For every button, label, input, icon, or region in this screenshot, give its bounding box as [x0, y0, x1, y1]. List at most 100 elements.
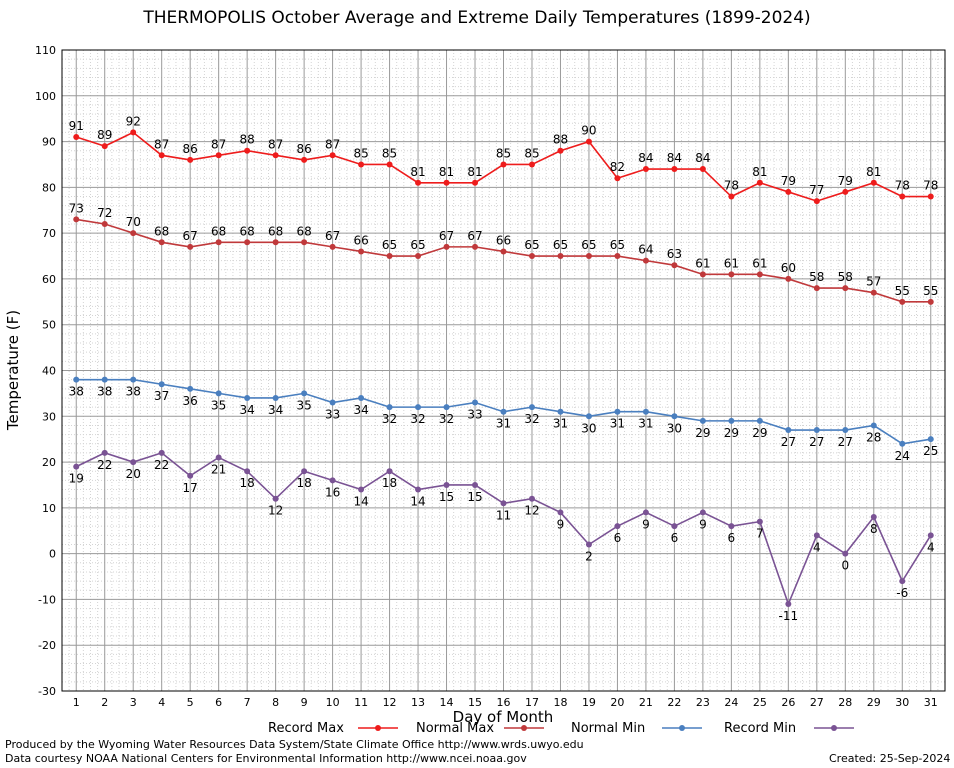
data-point: [557, 147, 564, 154]
data-label: 8: [870, 522, 878, 536]
data-label: 81: [410, 165, 425, 179]
data-label: 84: [638, 151, 653, 165]
data-point: [870, 514, 877, 521]
grid-lines: [61, 49, 946, 692]
data-point: [130, 129, 137, 136]
series-normal-min: 38 38 38 37 36 35 34 34 35 33 34 32 32 32 33 31 32 31 30 31…: [69, 376, 938, 463]
data-label: 28: [866, 430, 881, 444]
x-tick-label: 3: [130, 696, 137, 709]
data-label: 38: [69, 385, 84, 399]
data-label: 67: [467, 229, 482, 243]
data-label: 70: [126, 215, 141, 229]
data-label: 34: [240, 403, 255, 417]
data-label: 68: [268, 224, 283, 238]
data-point: [785, 275, 792, 282]
data-point: [73, 216, 80, 223]
data-point: [415, 486, 422, 493]
legend-marker: [375, 725, 381, 731]
data-point: [358, 161, 365, 168]
data-label: 61: [724, 256, 739, 270]
data-label: 81: [752, 165, 767, 179]
data-point: [215, 152, 222, 159]
x-tick-label: 11: [354, 696, 368, 709]
data-label: 63: [667, 247, 682, 261]
y-tick-label: 90: [42, 136, 56, 149]
legend-marker: [679, 725, 685, 731]
x-tick-label: 31: [924, 696, 938, 709]
data-point: [158, 381, 165, 388]
data-label: 65: [382, 238, 397, 252]
data-point: [472, 399, 479, 406]
data-label: 14: [353, 495, 368, 509]
data-label: 67: [325, 229, 340, 243]
y-tick-label: 100: [35, 90, 56, 103]
data-label: 7: [756, 527, 764, 541]
data-point: [73, 133, 80, 140]
data-point: [870, 179, 877, 186]
data-point: [301, 239, 308, 246]
data-label: 37: [154, 389, 169, 403]
data-point: [557, 253, 564, 260]
data-label: 30: [667, 421, 682, 435]
legend: Record Max Normal Max Normal Min Record Min: [268, 721, 854, 736]
data-point: [699, 509, 706, 516]
footer-created-date: Created: 25-Sep-2024: [829, 752, 951, 765]
data-label: 35: [211, 398, 226, 412]
data-label: 38: [126, 385, 141, 399]
data-label: 35: [296, 398, 311, 412]
data-label: 85: [382, 146, 397, 160]
data-point: [756, 271, 763, 278]
data-point: [899, 440, 906, 447]
x-tick-label: 22: [667, 696, 681, 709]
data-point: [386, 468, 393, 475]
data-label: 61: [752, 256, 767, 270]
data-label: 9: [557, 517, 565, 531]
data-point: [699, 271, 706, 278]
y-axis-label: Temperature (F): [4, 310, 22, 431]
data-point: [272, 394, 279, 401]
data-point: [187, 385, 194, 392]
data-point: [614, 175, 621, 182]
data-point: [101, 220, 108, 227]
data-label: 87: [268, 137, 283, 151]
data-point: [614, 408, 621, 415]
data-label: 31: [638, 417, 653, 431]
data-point: [187, 243, 194, 250]
data-label: 88: [553, 133, 568, 147]
data-label: 36: [183, 394, 198, 408]
data-label: 0: [841, 559, 849, 573]
data-point: [671, 413, 678, 420]
data-label: 6: [728, 531, 736, 545]
data-label: 16: [325, 485, 340, 499]
data-label: 85: [353, 146, 368, 160]
legend-marker: [521, 725, 527, 731]
data-label: 78: [923, 179, 938, 193]
data-label: 21: [211, 462, 226, 476]
data-point: [728, 193, 735, 200]
data-point: [642, 257, 649, 264]
chart-title: THERMOPOLIS October Average and Extreme …: [143, 8, 811, 28]
x-tick-label: 30: [895, 696, 909, 709]
data-label: 65: [553, 238, 568, 252]
x-tick-label: 24: [724, 696, 738, 709]
data-label: 32: [410, 412, 425, 426]
data-label: 18: [296, 476, 311, 490]
data-label: 6: [614, 531, 622, 545]
data-point: [500, 408, 507, 415]
x-tick-label: 16: [497, 696, 511, 709]
data-label: 91: [69, 119, 84, 133]
data-point: [73, 463, 80, 470]
data-point: [899, 578, 906, 585]
data-point: [415, 404, 422, 411]
data-label: 90: [581, 124, 596, 138]
data-label: 14: [410, 495, 425, 509]
data-point: [756, 179, 763, 186]
data-point: [329, 477, 336, 484]
data-label: 30: [581, 421, 596, 435]
data-point: [215, 239, 222, 246]
x-tick-label: 14: [440, 696, 454, 709]
data-point: [927, 532, 934, 539]
data-point: [528, 253, 535, 260]
data-point: [101, 143, 108, 150]
x-tick-label: 29: [867, 696, 881, 709]
